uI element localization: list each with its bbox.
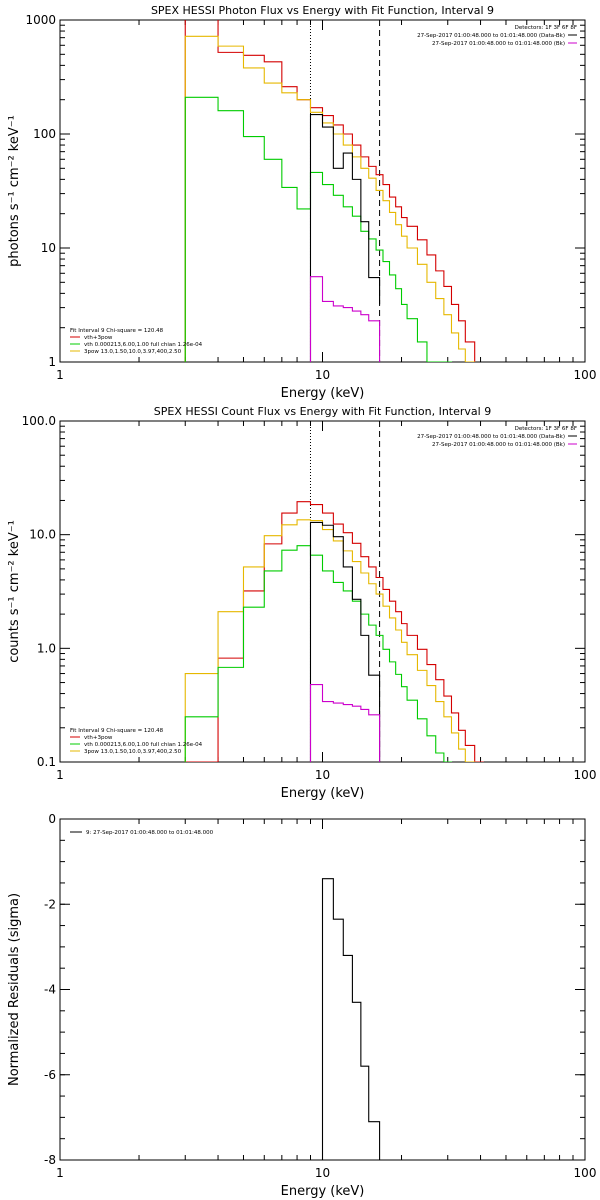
chart-0-series-2-line [184, 96, 453, 362]
chart-1-series-1-line [184, 519, 476, 762]
chart-1-x-tick-label: 10 [315, 768, 330, 782]
chart-1-y-tick-label: 0.1 [37, 755, 56, 769]
chart-0-plot-area [184, 20, 476, 362]
chart-1-y-tick-label: 10.0 [29, 528, 56, 542]
chart-1-y-tick-label: 1.0 [37, 641, 56, 655]
chart-0-series-1-line [184, 35, 476, 362]
chart-2-y-tick-label: -4 [44, 983, 56, 997]
chart-2-x-tick-label: 10 [315, 1166, 330, 1180]
chart-0-x-axis-label: Energy (keV) [281, 386, 365, 401]
chart-0-info-bk-interval: 27-Sep-2017 01:00:48.000 to 01:01:48.000… [432, 41, 565, 47]
chart-0-x-tick-label: 10 [315, 368, 330, 382]
chart-2-y-tick-label: 0 [48, 812, 56, 826]
chart-1-series-3-line [309, 521, 381, 762]
chart-0-title: SPEX HESSI Photon Flux vs Energy with Fi… [151, 4, 494, 17]
chart-2-series-0-line [309, 878, 381, 1160]
chart-0-y-tick-label: 1 [48, 355, 56, 369]
chart-1-info-bk-interval: 27-Sep-2017 01:00:48.000 to 01:01:48.000… [432, 442, 565, 448]
chart-2-y-axis-label: Normalized Residuals (sigma) [7, 893, 22, 1086]
chart-0-fit-item-1: vth 0.000213,6.00,1.00 full chian 1.26e-… [84, 342, 203, 348]
chart-0-x-tick-label: 100 [574, 368, 597, 382]
chart-2-x-tick-label: 1 [56, 1166, 64, 1180]
chart-1-fit-header: Fit Interval 9 Chi-square = 120.48 [70, 728, 164, 734]
chart-1-info-detectors: Detectors: 1F 3F 6F 8F [515, 426, 577, 432]
chart-1-x-tick-label: 1 [56, 768, 64, 782]
chart-1-x-tick-label: 100 [574, 768, 597, 782]
chart-0-x-tick-label: 1 [56, 368, 64, 382]
chart-0-info-data-interval: 27-Sep-2017 01:00:48.000 to 01:01:48.000… [417, 33, 565, 39]
photon-flux-panel: SPEX HESSI Photon Flux vs Energy with Fi… [7, 4, 597, 401]
chart-1-series-2-line [184, 545, 453, 762]
chart-2-y-tick-label: -2 [44, 897, 56, 911]
chart-0-axes-frame [59, 19, 586, 363]
chart-0-series-0-line [184, 20, 476, 362]
chart-1-axes-frame [59, 420, 586, 763]
chart-2-legend-label: 9: 27-Sep-2017 01:00:48.000 to 01:01:48.… [86, 830, 214, 836]
chart-1-fit-item-0: vth+3pow [84, 735, 113, 741]
chart-1-info-data-interval: 27-Sep-2017 01:00:48.000 to 01:01:48.000… [417, 434, 565, 440]
chart-1-fit-item-2: 3pow 13.0,1.50,10.0,3.97,400,2.50 [84, 749, 182, 755]
chart-0-fit-header: Fit Interval 9 Chi-square = 120.48 [70, 328, 164, 334]
chart-0-fit-item-2: 3pow 13.0,1.50,10.0,3.97,400,2.50 [84, 349, 182, 355]
chart-0-series-3-line [309, 114, 381, 362]
chart-2-y-tick-label: -6 [44, 1068, 56, 1082]
chart-0-fit-item-0: vth+3pow [84, 335, 113, 341]
count-flux-panel: SPEX HESSI Count Flux vs Energy with Fit… [7, 405, 596, 801]
chart-0-y-tick-label: 10 [41, 241, 56, 255]
chart-2-x-axis-label: Energy (keV) [281, 1184, 365, 1199]
chart-2-plot-area [309, 878, 381, 1160]
chart-0-y-tick-label: 1000 [25, 13, 56, 27]
chart-0-series-4-line [309, 276, 381, 362]
chart-1-plot-area [184, 421, 484, 762]
chart-1-x-axis-label: Energy (keV) [281, 786, 365, 801]
chart-0-y-axis-label: photons s⁻¹ cm⁻² keV⁻¹ [7, 115, 22, 267]
chart-1-y-tick-label: 100.0 [22, 414, 56, 428]
residuals-panel: 1 10 100 0 -2 -4 -6 -8 Energy (keV) Normalized Re… [7, 812, 596, 1199]
chart-1-title: SPEX HESSI Count Flux vs Energy with Fit… [154, 405, 491, 418]
chart-1-series-0-line [184, 501, 484, 762]
chart-1-y-axis-label: counts s⁻¹ cm⁻² keV⁻¹ [7, 520, 22, 663]
chart-0-y-tick-label: 100 [33, 127, 56, 141]
chart-0-info-detectors: Detectors: 1F 3F 6F 8F [515, 25, 577, 31]
chart-2-x-tick-label: 100 [574, 1166, 597, 1180]
chart-1-series-4-line [309, 684, 381, 762]
chart-1-fit-item-1: vth 0.000213,6.00,1.00 full chian 1.26e-… [84, 742, 203, 748]
chart-2-y-tick-label: -8 [44, 1153, 56, 1167]
